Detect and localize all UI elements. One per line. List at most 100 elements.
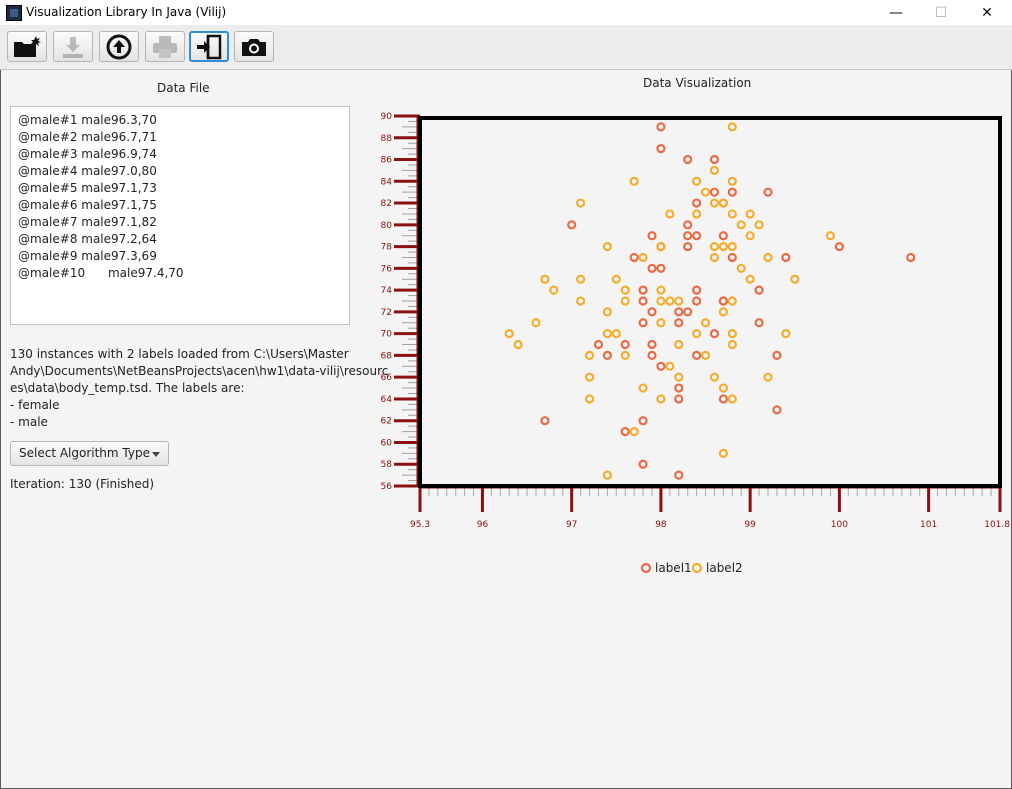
y-tick-label: 76 (381, 264, 393, 274)
data-point-label1 (727, 187, 737, 197)
data-point-label2 (665, 361, 675, 371)
data-point-label2 (656, 394, 666, 404)
data-point-label2 (709, 241, 720, 252)
y-tick-label: 56 (381, 482, 393, 492)
data-point-label2 (656, 285, 666, 295)
data-point-label2 (790, 274, 800, 284)
data-point-label1 (638, 285, 648, 295)
data-point-label2 (754, 220, 764, 230)
info-line: 130 instances with 2 labels loaded from … (10, 347, 349, 361)
data-point-label2 (727, 122, 737, 132)
data-line: @male#6 male97.1,75 (18, 198, 157, 212)
y-tick-label: 82 (381, 199, 392, 209)
data-point-label1 (674, 307, 684, 317)
load-button[interactable] (99, 31, 139, 62)
data-point-label2 (620, 350, 630, 361)
data-point-label1 (656, 361, 666, 371)
y-tick-label: 90 (381, 112, 393, 122)
data-point-label2 (656, 241, 666, 252)
y-tick-label: 72 (381, 308, 392, 318)
data-point-label2 (727, 394, 737, 404)
data-point-label1 (709, 329, 720, 339)
data-point-label1 (674, 318, 684, 328)
y-tick-label: 74 (381, 286, 393, 296)
y-tick-label: 86 (381, 156, 393, 166)
data-point-label1 (638, 459, 648, 469)
data-point-label2 (718, 307, 728, 317)
data-point-label1 (718, 296, 728, 306)
upload-circle-icon (106, 34, 132, 59)
data-point-label2 (718, 198, 728, 208)
data-point-label1 (629, 252, 639, 263)
maximize-button[interactable]: ☐ (934, 4, 948, 21)
y-tick-label: 78 (381, 243, 393, 253)
data-point-label1 (540, 416, 550, 426)
exit-button[interactable] (189, 31, 229, 62)
data-point-label2 (665, 296, 675, 306)
legend-marker-label1 (640, 562, 652, 574)
data-point-label1 (683, 154, 693, 165)
data-point-label1 (647, 263, 657, 273)
screenshot-button[interactable] (234, 31, 274, 62)
data-point-label2 (692, 176, 702, 186)
data-file-textarea[interactable]: @male#1 male96.3,70 @male#2 male96.7,71 @m… (10, 106, 350, 325)
save-button[interactable] (53, 31, 93, 62)
data-point-label2 (781, 329, 791, 339)
data-point-label1 (692, 198, 702, 208)
data-point-label2 (763, 252, 773, 263)
data-point-label1 (620, 426, 630, 437)
printer-icon (153, 35, 177, 58)
data-point-label2 (745, 209, 755, 219)
data-point-label2 (709, 198, 720, 208)
data-point-label2 (825, 231, 836, 241)
data-point-label2 (736, 263, 746, 273)
data-point-label2 (709, 165, 720, 176)
data-point-label2 (727, 296, 737, 306)
title-bar: Visualization Library In Java (Vilij) — … (0, 0, 1012, 25)
data-point-label1 (674, 394, 684, 404)
data-point-label1 (906, 252, 916, 263)
algorithm-type-select[interactable]: Select Algorithm Type (10, 441, 169, 466)
x-tick-label: 101.8 (984, 520, 1010, 530)
data-point-label1 (674, 383, 684, 393)
close-button[interactable]: ✕ (981, 4, 993, 21)
data-point-label1 (718, 394, 728, 404)
data-point-label1 (754, 318, 764, 328)
print-button[interactable] (145, 31, 185, 62)
data-point-label2 (504, 329, 514, 339)
data-point-label2 (576, 296, 586, 306)
plot-area-border (418, 116, 1002, 488)
info-line: es\data\body_temp.tsd. The labels are: (10, 381, 245, 395)
data-point-label1 (834, 241, 844, 252)
data-line: @male#4 male97.0,80 (18, 164, 157, 178)
data-line: @male#8 male97.2,64 (18, 232, 157, 246)
toolbar (0, 25, 1012, 70)
data-point-label2 (611, 274, 621, 284)
data-point-label2 (602, 241, 612, 252)
data-point-label1 (683, 220, 693, 230)
data-point-label2 (620, 296, 630, 306)
info-line: - male (10, 415, 48, 429)
data-point-label1 (763, 187, 773, 197)
data-point-label1 (647, 307, 657, 317)
data-point-label2 (576, 274, 586, 284)
y-tick-label: 80 (381, 221, 393, 231)
data-point-label2 (727, 241, 737, 252)
data-point-label2 (629, 426, 639, 437)
data-point-label2 (656, 296, 666, 306)
data-point-label1 (647, 231, 657, 241)
data-point-label2 (584, 372, 595, 382)
y-tick-label: 60 (381, 438, 393, 448)
data-point-label1 (692, 231, 702, 241)
data-point-label2 (718, 241, 728, 252)
new-button[interactable] (7, 31, 47, 62)
legend-label: label1 (655, 561, 692, 575)
minimize-button[interactable]: — (889, 4, 903, 21)
data-point-label2 (674, 296, 684, 306)
data-point-label1 (656, 122, 666, 132)
x-tick-label: 95.3 (410, 520, 430, 530)
x-tick-label: 101 (920, 520, 937, 530)
data-point-label1 (709, 187, 720, 197)
data-point-label2 (620, 285, 630, 295)
data-point-label2 (602, 329, 612, 339)
